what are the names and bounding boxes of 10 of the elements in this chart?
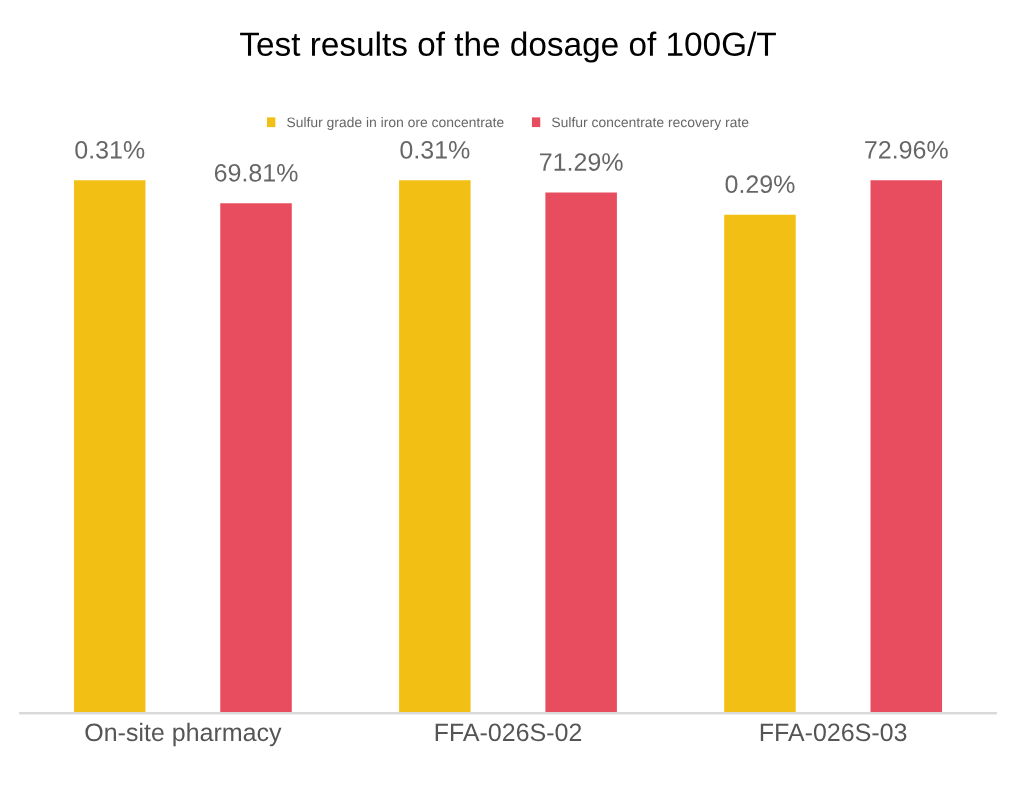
- data-label: 71.29%: [540, 153, 623, 171]
- x-tick-label: FFA-026S-03: [760, 723, 907, 742]
- chart-title: Test results of the dosage of 100G/T: [240, 31, 776, 63]
- x-tick-label: FFA-026S-02: [435, 723, 582, 742]
- data-label: 0.31%: [75, 140, 145, 159]
- data-label: 69.81%: [214, 164, 298, 182]
- data-label: 72.96%: [865, 140, 948, 159]
- data-label: 0.29%: [725, 175, 795, 194]
- x-tick-label: On-site pharmacy: [85, 722, 282, 747]
- data-label: 0.31%: [400, 140, 470, 159]
